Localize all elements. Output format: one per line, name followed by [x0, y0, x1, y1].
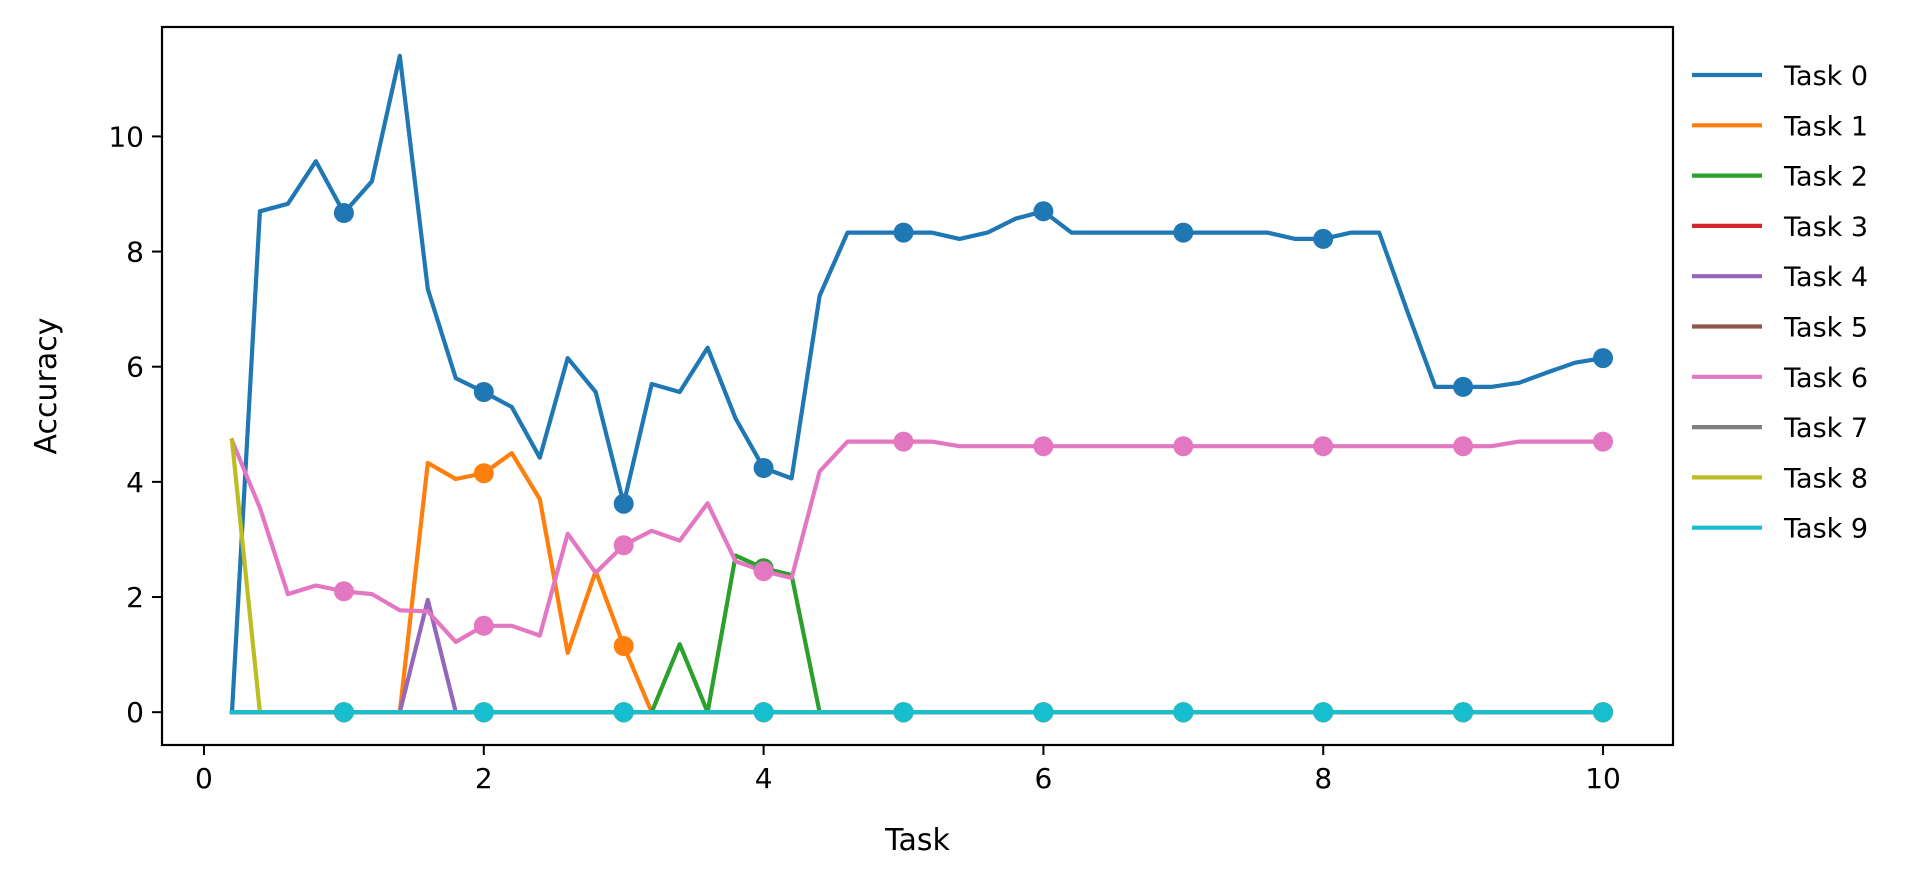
marker-task-1 [613, 636, 634, 656]
marker-task-0 [753, 458, 774, 478]
legend-label-task-3: Task 3 [1783, 212, 1868, 243]
marker-task-9 [1033, 702, 1054, 723]
x-tick-label: 4 [755, 762, 773, 795]
marker-task-0 [613, 493, 634, 514]
marker-task-9 [1593, 702, 1613, 723]
marker-task-0 [1593, 348, 1613, 369]
legend-label-task-2: Task 2 [1783, 162, 1868, 193]
series-line-task-2 [229, 553, 1606, 715]
marker-task-6 [893, 431, 914, 452]
marker-task-9 [473, 702, 494, 723]
series-line-task-0 [229, 53, 1606, 715]
marker-task-0 [1033, 201, 1054, 222]
y-tick-label: 6 [126, 351, 144, 384]
x-tick-label: 8 [1314, 762, 1332, 795]
y-tick-label: 2 [126, 581, 144, 614]
marker-task-6 [473, 615, 494, 636]
marker-task-9 [333, 702, 354, 723]
marker-task-6 [1453, 436, 1474, 457]
y-tick-label: 4 [126, 466, 144, 499]
legend-label-task-6: Task 6 [1783, 363, 1868, 394]
marker-task-0 [893, 222, 914, 243]
y-tick-label: 0 [126, 696, 144, 729]
marker-task-0 [1453, 376, 1474, 397]
marker-task-9 [1453, 702, 1474, 723]
legend: Task 0 Task 1 Task 2 Task 3 Task 4 Task 5 Task… [1692, 61, 1868, 545]
y-axis-title: Accuracy [29, 318, 64, 455]
marker-task-6 [333, 581, 354, 602]
x-tick-label: 2 [475, 762, 493, 795]
marker-task-1 [473, 463, 494, 484]
marker-task-0 [333, 203, 354, 223]
series-line-task-6 [229, 437, 1606, 645]
series-markers [333, 201, 1613, 723]
legend-label-task-9: Task 9 [1783, 514, 1868, 545]
y-axis: 0 2 4 6 8 10 [108, 120, 162, 729]
legend-label-task-7: Task 7 [1783, 413, 1868, 444]
legend-label-task-0: Task 0 [1783, 61, 1868, 92]
marker-task-0 [473, 382, 494, 402]
legend-label-task-4: Task 4 [1783, 262, 1868, 293]
legend-label-task-1: Task 1 [1783, 111, 1868, 142]
x-axis-title: Task [884, 823, 950, 858]
x-axis: 0 2 4 6 8 10 [195, 745, 1621, 795]
x-tick-label: 10 [1585, 762, 1621, 795]
y-tick-label: 8 [126, 236, 144, 269]
marker-task-6 [1313, 436, 1334, 457]
x-tick-label: 0 [195, 762, 213, 795]
legend-label-task-8: Task 8 [1783, 463, 1868, 494]
plot-area-frame [160, 25, 1675, 747]
y-tick-label: 10 [108, 120, 144, 153]
marker-task-9 [1313, 702, 1334, 723]
series-lines [229, 53, 1606, 715]
marker-task-6 [1033, 436, 1054, 457]
legend-label-task-5: Task 5 [1783, 313, 1868, 344]
marker-task-6 [753, 561, 774, 582]
x-tick-label: 6 [1035, 762, 1053, 795]
marker-task-0 [1313, 228, 1334, 249]
marker-task-6 [613, 535, 634, 556]
marker-task-9 [1173, 702, 1194, 723]
marker-task-0 [1173, 222, 1194, 243]
marker-task-6 [1173, 436, 1194, 457]
marker-task-9 [893, 702, 914, 723]
marker-task-9 [753, 702, 774, 723]
marker-task-9 [613, 702, 634, 723]
marker-task-6 [1593, 431, 1613, 452]
